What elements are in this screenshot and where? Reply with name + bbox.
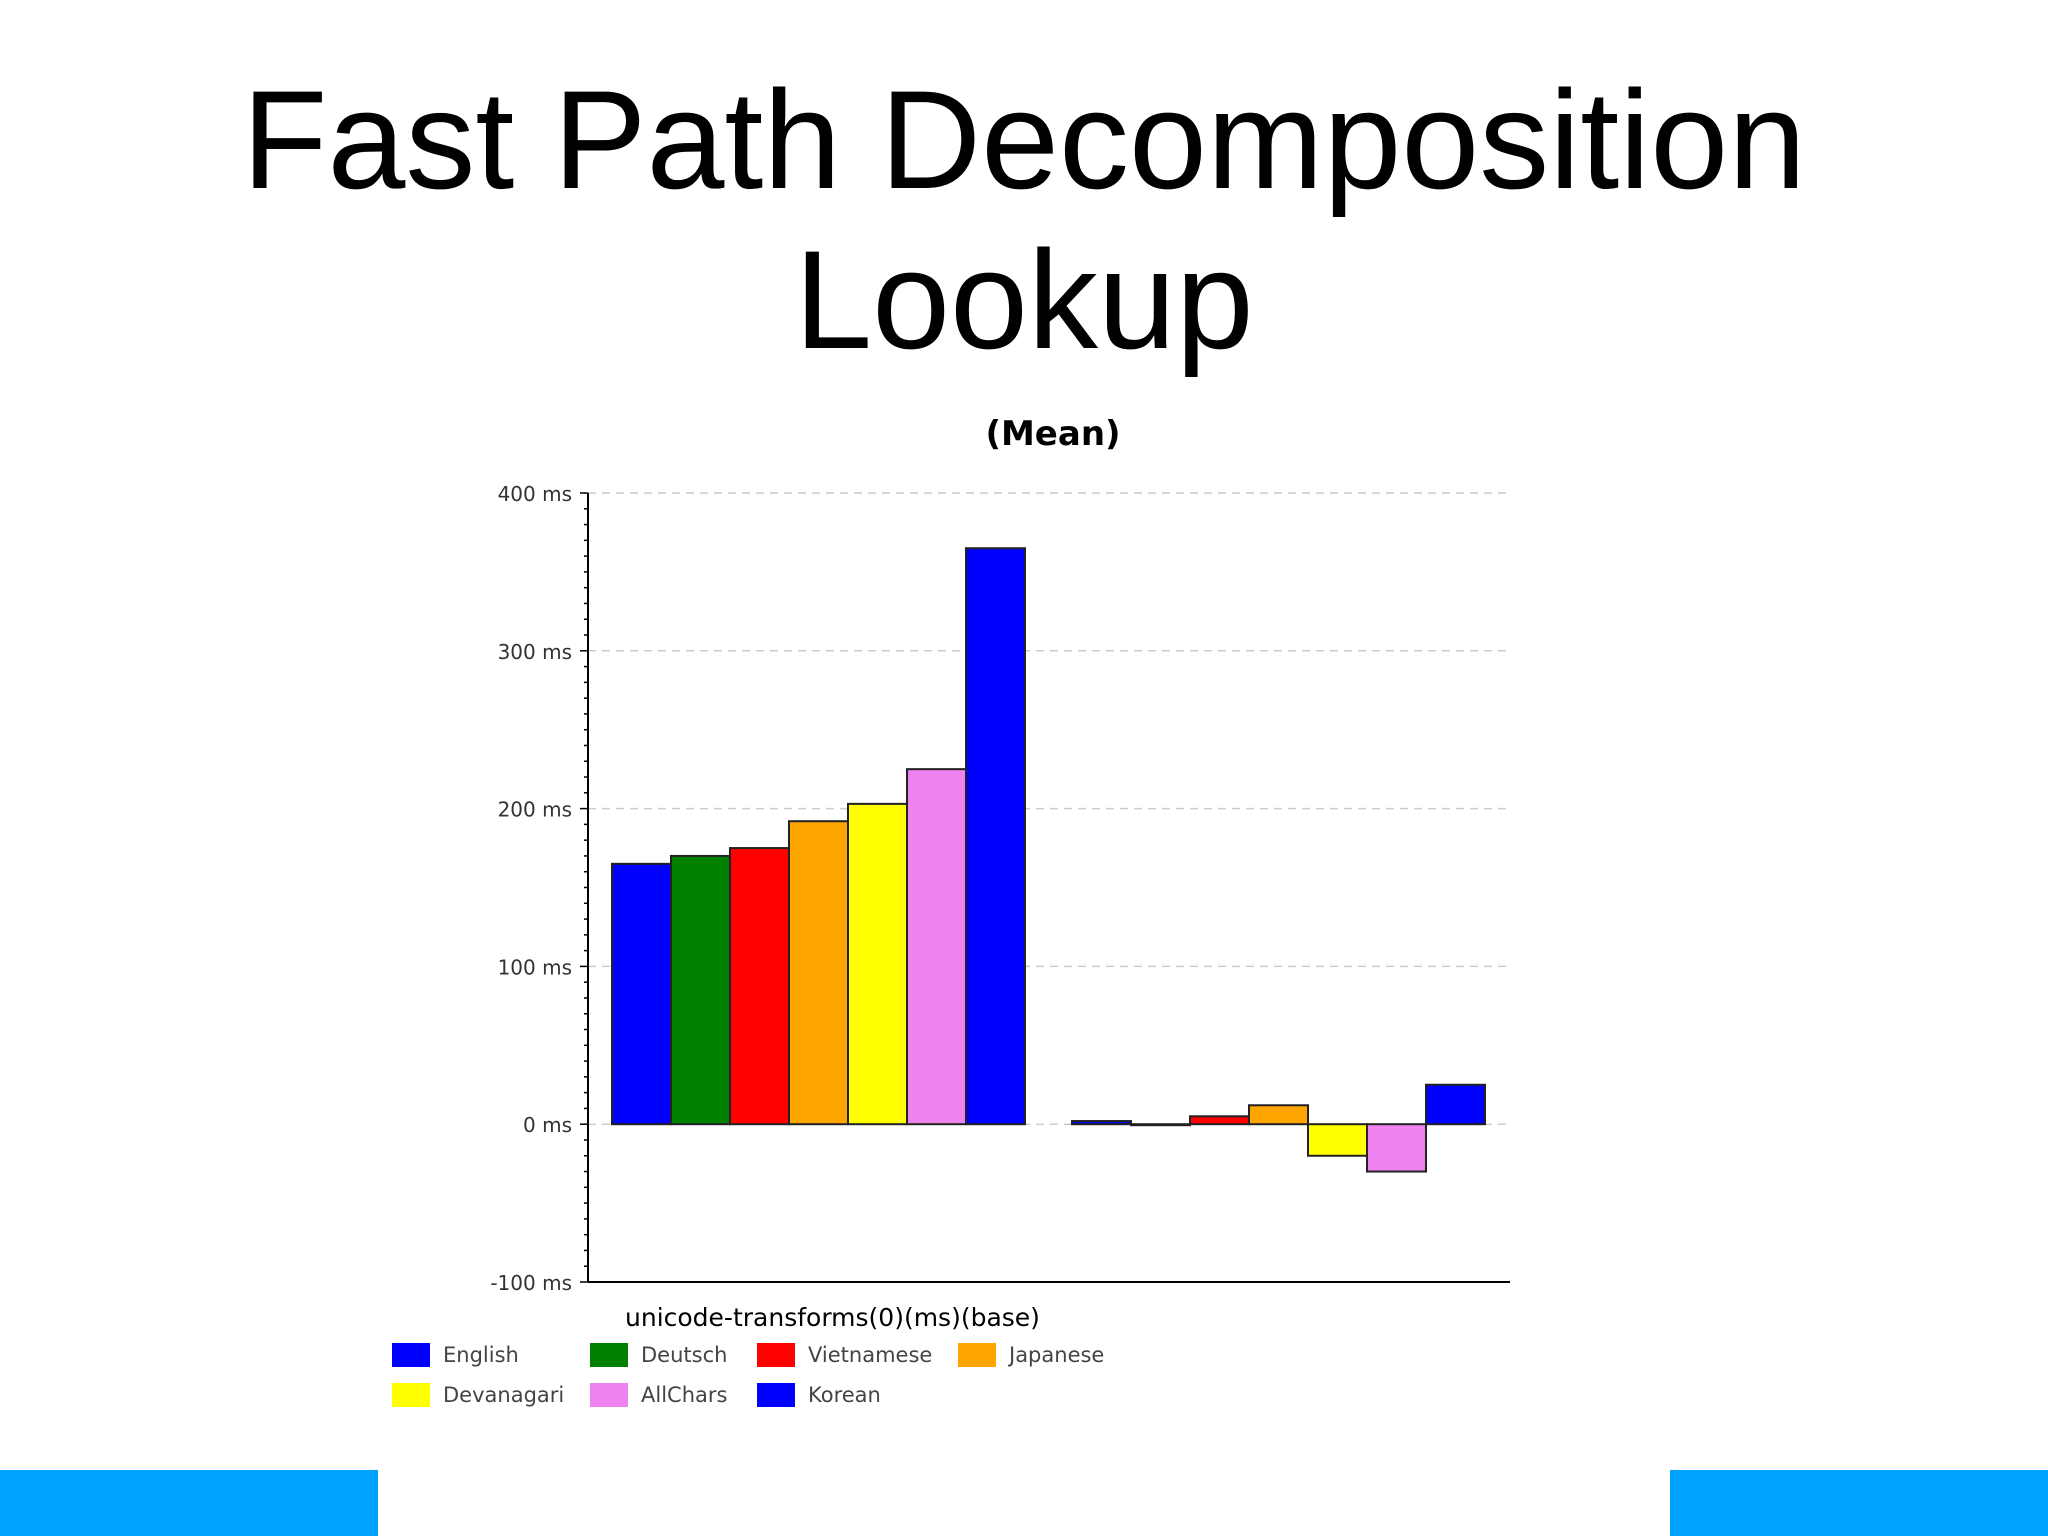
bar-japanese-group-1 <box>788 820 849 1126</box>
y-tick-label: 400 ms <box>498 482 572 506</box>
bar-vietnamese-group-1 <box>729 847 790 1126</box>
bar-devanagari-group-2 <box>1307 1123 1368 1157</box>
chart-legend: English Deutsch Vietnamese Japanese Devanaga… <box>392 1343 1104 1407</box>
legend-label: AllChars <box>641 1383 727 1407</box>
chart-axes: -100 ms 0 ms 100 ms 200 ms 300 ms 400 ms <box>490 482 1510 1295</box>
bar-deutsch-group-2 <box>1130 1123 1191 1127</box>
x-axis-label: unicode-transforms(0)(ms)(base) <box>625 1303 1040 1332</box>
legend-item-japanese: Japanese <box>958 1343 1104 1367</box>
legend-item-deutsch: Deutsch <box>590 1343 727 1367</box>
bar-english-group-1 <box>611 862 672 1126</box>
accent-bar-right <box>1670 1470 2048 1536</box>
bar-deutsch-group-1 <box>670 854 731 1126</box>
bar-korean-group-1 <box>965 547 1026 1126</box>
y-tick-label: 100 ms <box>498 955 572 979</box>
legend-swatch <box>590 1343 628 1367</box>
legend-label: Japanese <box>1007 1343 1104 1367</box>
legend-label: Devanagari <box>443 1383 564 1407</box>
legend-swatch <box>392 1383 430 1407</box>
legend-item-devanagari: Devanagari <box>392 1383 564 1407</box>
legend-item-english: English <box>392 1343 519 1367</box>
slide-title-line-2: Lookup <box>794 221 1254 378</box>
slide-title-line-1: Fast Path Decomposition <box>241 61 1807 218</box>
slide-title: Fast Path Decomposition Lookup <box>0 60 2048 380</box>
legend-swatch <box>757 1343 795 1367</box>
legend-item-allchars: AllChars <box>590 1383 727 1407</box>
legend-label: Korean <box>808 1383 881 1407</box>
legend-swatch <box>392 1343 430 1367</box>
y-tick-label: 0 ms <box>523 1113 572 1137</box>
bar-allchars-group-2 <box>1366 1123 1427 1173</box>
accent-bar-left <box>0 1470 378 1536</box>
legend-label: English <box>443 1343 519 1367</box>
bar-korean-group-2 <box>1425 1083 1486 1126</box>
legend-label: Deutsch <box>641 1343 727 1367</box>
legend-label: Vietnamese <box>808 1343 932 1367</box>
y-tick-label: 300 ms <box>498 640 572 664</box>
legend-swatch <box>590 1383 628 1407</box>
bar-english-group-2 <box>1071 1120 1132 1126</box>
y-tick-label: 200 ms <box>498 798 572 822</box>
bar-vietnamese-group-2 <box>1189 1115 1250 1126</box>
bar-devanagari-group-1 <box>847 802 908 1126</box>
mean-bar-chart: (Mean) -100 ms 0 ms 100 ms 200 ms 300 ms 400 … <box>392 414 1510 1407</box>
chart-title: (Mean) <box>985 414 1120 454</box>
y-tick-label: -100 ms <box>490 1271 572 1295</box>
bar-allchars-group-1 <box>906 768 967 1126</box>
legend-swatch <box>958 1343 996 1367</box>
legend-swatch <box>757 1383 795 1407</box>
legend-item-vietnamese: Vietnamese <box>757 1343 932 1367</box>
chart-bars <box>611 547 1486 1173</box>
bar-japanese-group-2 <box>1248 1104 1309 1126</box>
legend-item-korean: Korean <box>757 1383 881 1407</box>
